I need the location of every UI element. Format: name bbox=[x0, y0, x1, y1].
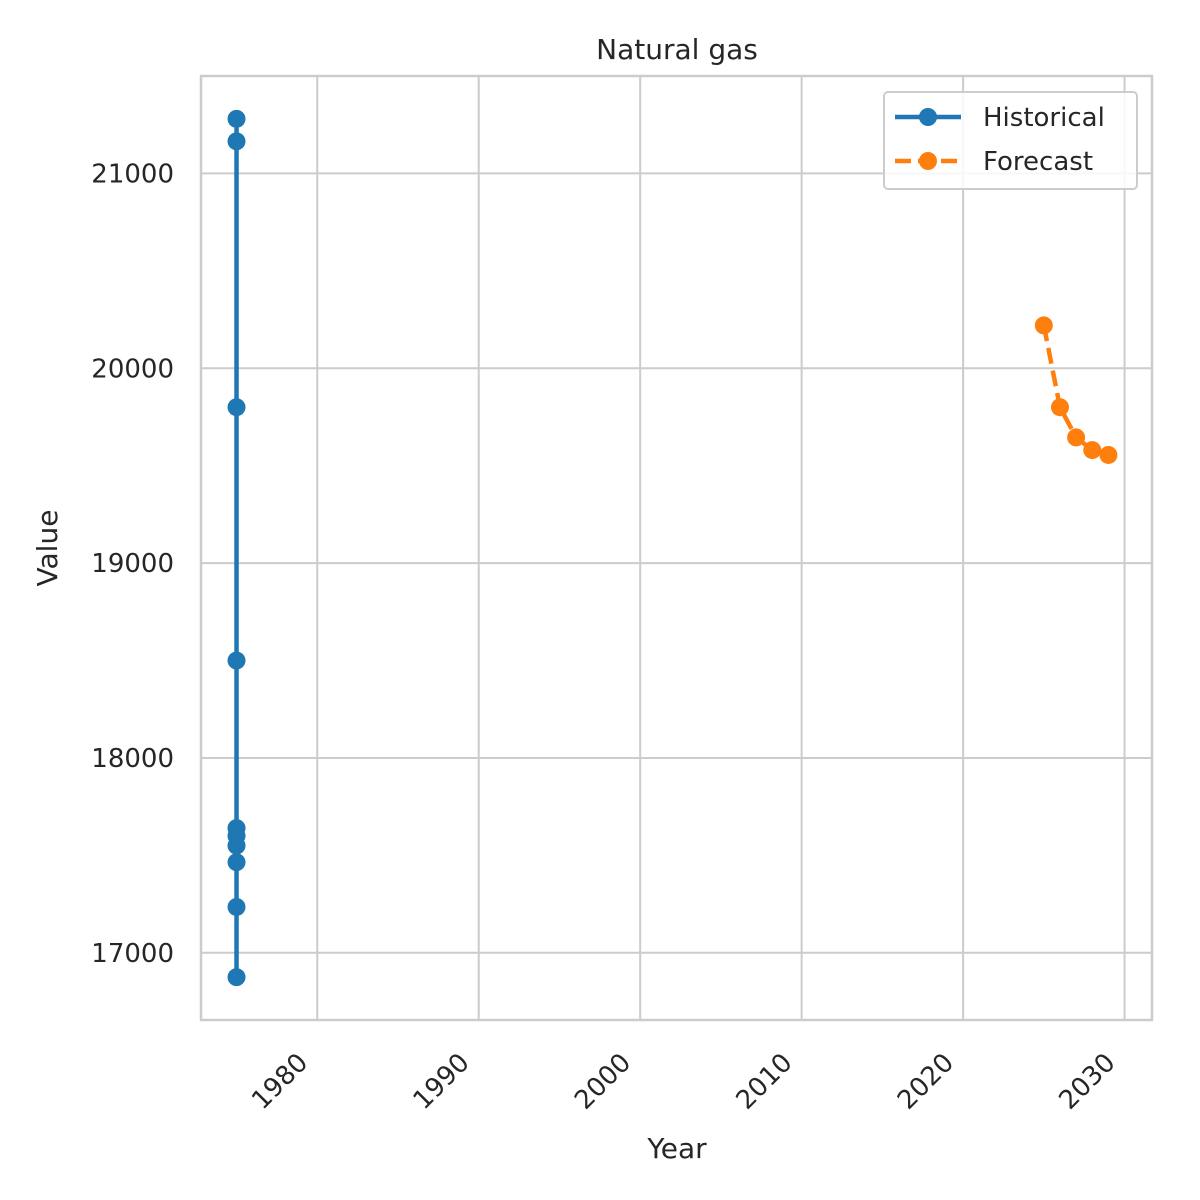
data-point-forecast bbox=[1099, 445, 1118, 464]
series-historical bbox=[227, 109, 246, 987]
data-point-historical bbox=[227, 897, 246, 916]
y-tick-label: 21000 bbox=[91, 159, 174, 189]
x-axis-label: Year bbox=[646, 1132, 707, 1165]
legend-historical-label: Historical bbox=[983, 103, 1105, 133]
y-tick-label: 19000 bbox=[91, 549, 174, 579]
data-point-forecast bbox=[1050, 398, 1069, 417]
data-point-historical bbox=[227, 853, 246, 872]
y-tick-label: 20000 bbox=[91, 354, 174, 384]
data-point-historical bbox=[227, 132, 246, 151]
data-point-historical bbox=[227, 109, 246, 128]
y-axis-label: Value bbox=[31, 510, 64, 587]
series-forecast bbox=[1034, 316, 1118, 464]
legend: Historical Forecast bbox=[883, 91, 1138, 190]
data-point-historical bbox=[227, 651, 246, 670]
data-point-historical bbox=[227, 836, 246, 855]
data-point-historical bbox=[227, 398, 246, 417]
chart-title: Natural gas bbox=[596, 33, 758, 66]
data-point-historical bbox=[227, 968, 246, 987]
data-point-forecast bbox=[1067, 428, 1086, 447]
plot-frame bbox=[199, 74, 1154, 1022]
legend-forecast-label: Forecast bbox=[983, 147, 1093, 177]
legend-historical-marker bbox=[919, 108, 937, 126]
series-layer bbox=[227, 109, 1118, 987]
y-tick-label: 17000 bbox=[91, 939, 174, 969]
data-point-forecast bbox=[1034, 316, 1053, 335]
y-tick-label: 18000 bbox=[91, 744, 174, 774]
data-point-forecast bbox=[1083, 441, 1102, 460]
legend-forecast-marker bbox=[919, 152, 937, 170]
